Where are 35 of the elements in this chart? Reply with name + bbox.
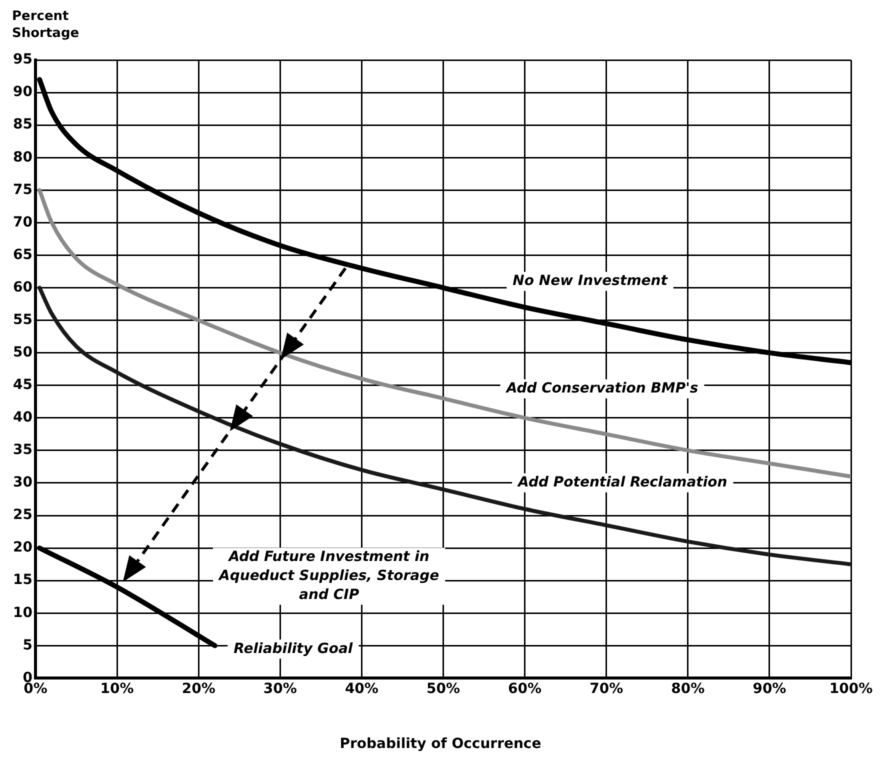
x-tick-label: 90%: [752, 681, 786, 698]
y-tick-label: 85: [13, 116, 32, 133]
y-tick-label: 30: [13, 474, 33, 491]
x-tick-label: 80%: [671, 681, 705, 698]
x-tick-label: 50%: [426, 681, 460, 698]
annotation: No New Investment: [512, 272, 669, 289]
y-tick-label: 80: [13, 149, 33, 166]
y-tick-label: 5: [22, 637, 32, 654]
x-axis-title: Probability of Occurrence: [338, 736, 542, 752]
x-tick-label: 10%: [100, 681, 134, 698]
y-tick-label: 70: [13, 214, 33, 230]
y-tick-label: 15: [13, 572, 32, 588]
y-tick-label: 75: [13, 182, 32, 198]
x-tick-label: 70%: [590, 681, 624, 698]
annotation: Reliability Goal: [234, 640, 353, 657]
y-tick-label: 65: [13, 246, 32, 263]
x-tick-label: 60%: [508, 681, 542, 698]
y-tick-label: 45: [13, 377, 32, 394]
y-tick-label: 35: [13, 442, 32, 458]
y-tick-label: 25: [13, 507, 32, 524]
y-tick-label: 10: [13, 604, 33, 621]
y-tick-label: 20: [13, 540, 33, 556]
annotation: Add Potential Reclamation: [517, 474, 728, 490]
y-axis-title: Percent Shortage: [12, 8, 80, 42]
x-tick-label: 20%: [182, 681, 216, 698]
x-tick-label: 40%: [344, 681, 378, 698]
y-tick-label: 40: [13, 410, 33, 426]
annotation: Add Conservation BMP's: [505, 380, 698, 397]
y-tick-label: 95: [13, 52, 32, 68]
y-tick-label: 90: [13, 84, 33, 100]
y-tick-label: 50: [13, 344, 33, 360]
y-tick-label: 55: [13, 312, 32, 328]
x-tick-label: 30%: [263, 681, 297, 698]
x-tick-label: 100%: [829, 681, 873, 698]
y-tick-label: 60: [13, 279, 33, 296]
